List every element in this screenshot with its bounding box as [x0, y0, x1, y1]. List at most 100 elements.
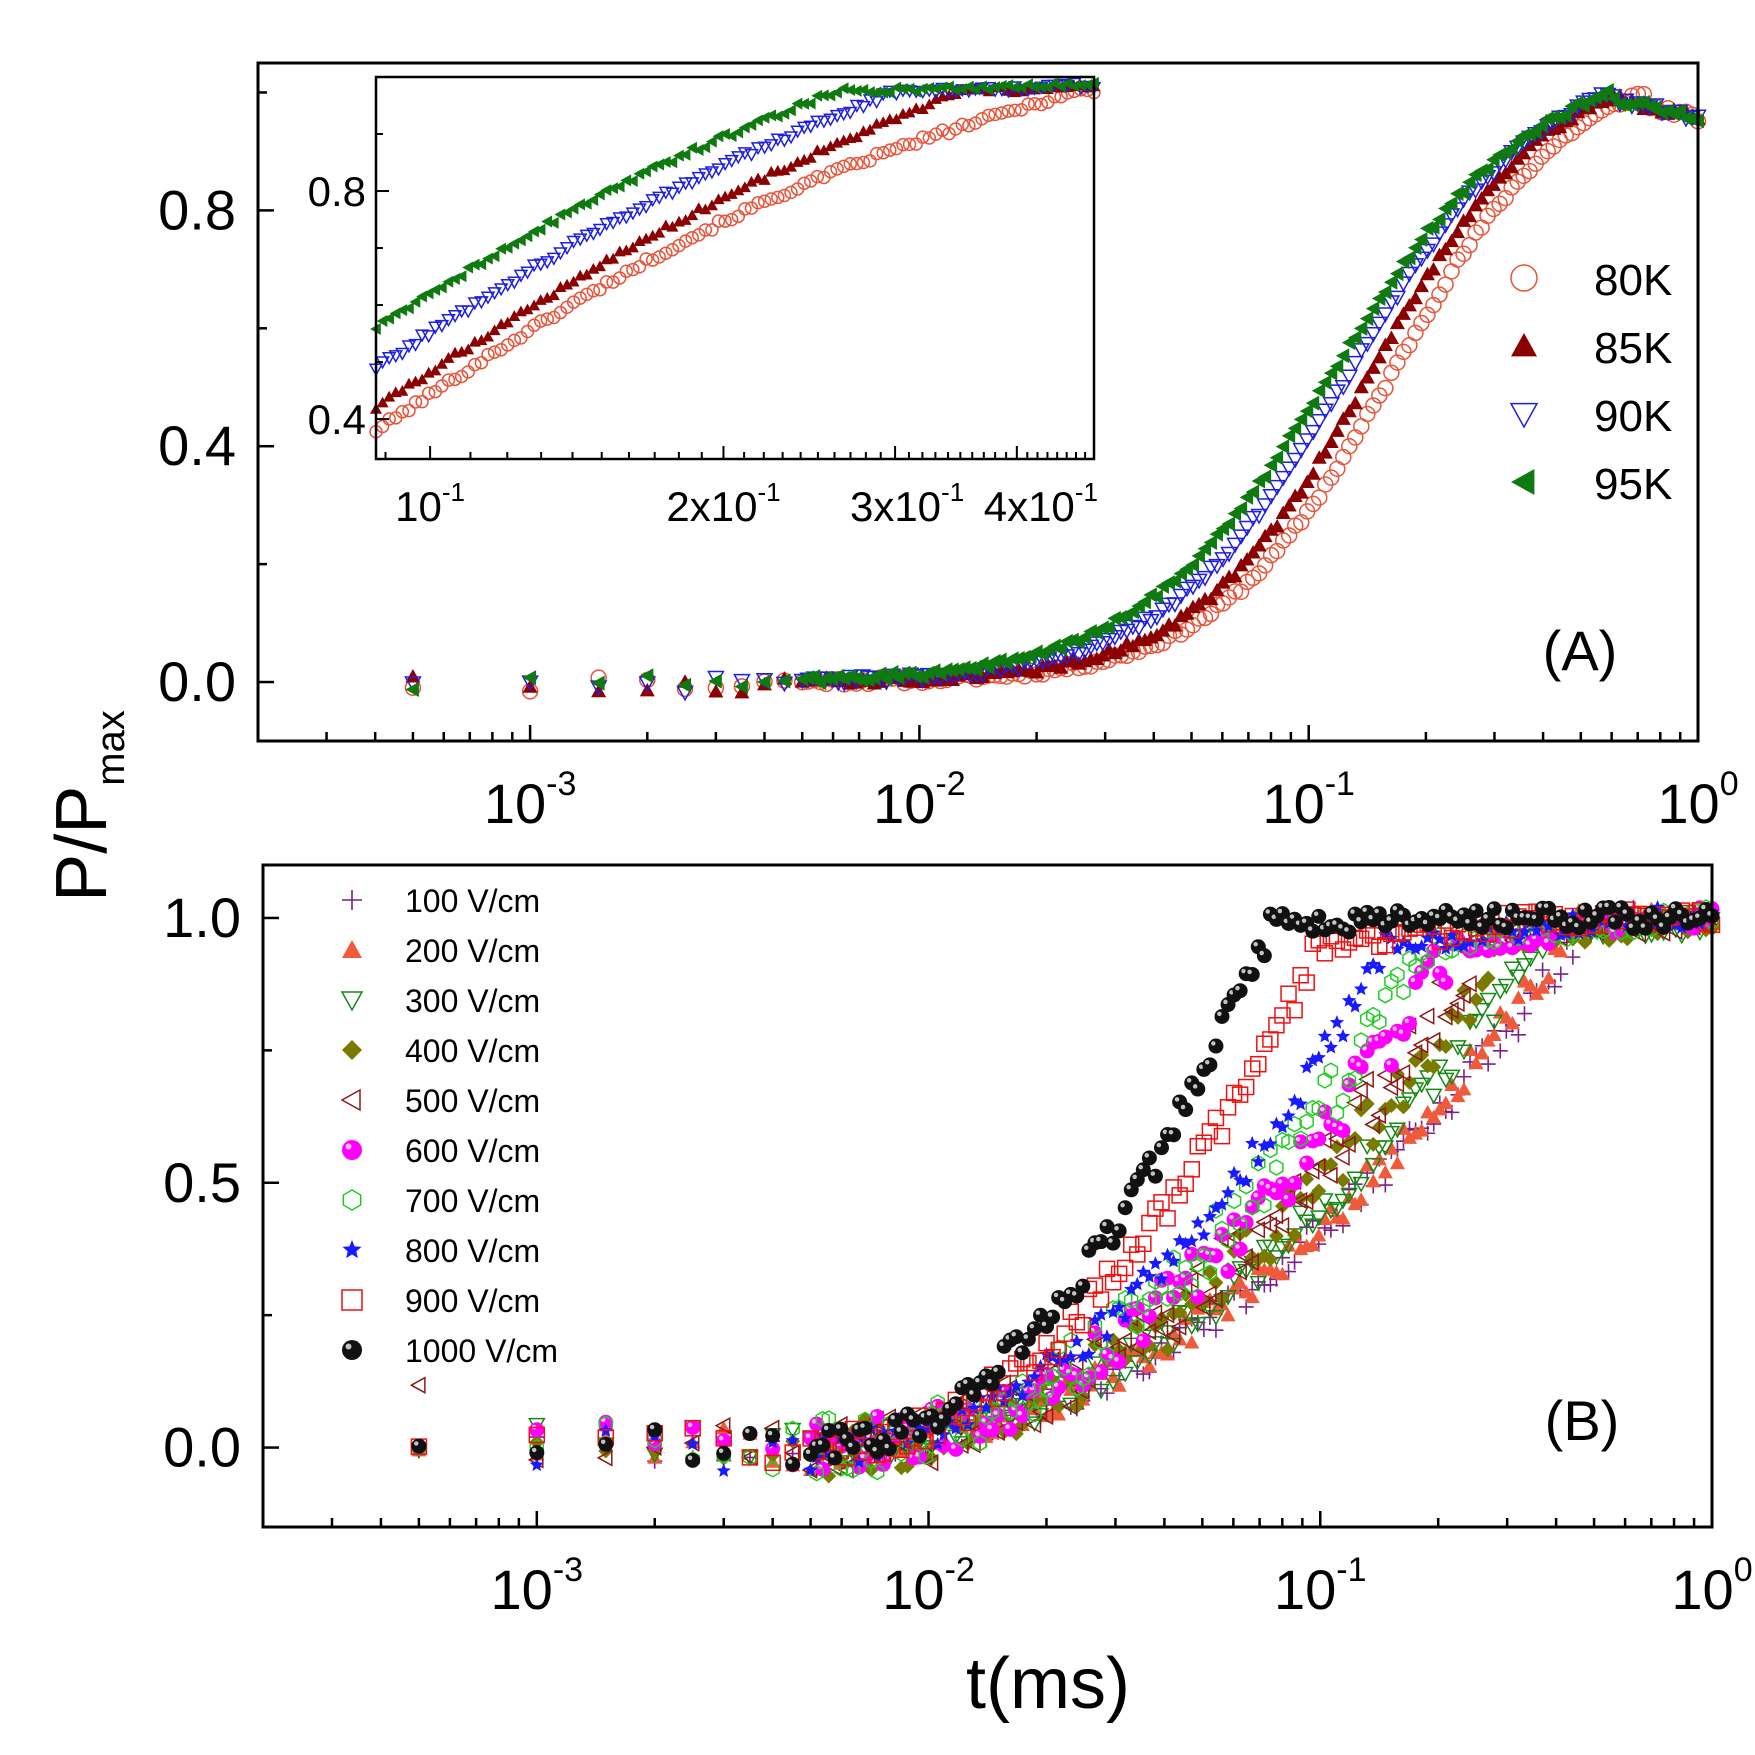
data-point: [1486, 177, 1502, 191]
data-point: [948, 1396, 964, 1412]
data-point: [460, 305, 476, 319]
data-point: [923, 81, 935, 94]
data-point: [1462, 208, 1478, 223]
data-point: [1232, 983, 1248, 999]
legend-marker: [341, 1289, 363, 1311]
data-point: [1449, 251, 1466, 268]
data-point: [1497, 978, 1516, 995]
data-point: [409, 1376, 426, 1394]
inset-data-marks: [368, 76, 1102, 439]
data-point: [593, 260, 606, 272]
data-point: [1069, 1379, 1085, 1397]
data-point: [1299, 403, 1314, 419]
data-point: [1371, 349, 1387, 364]
data-point: [1262, 488, 1280, 505]
data-point: [896, 137, 910, 152]
legend-item-1000-V-cm: 1000 V/cm: [342, 1333, 558, 1369]
data-point: [776, 673, 791, 689]
data-point: [1310, 1210, 1328, 1227]
data-point: [1262, 1251, 1278, 1267]
data-point: [619, 264, 634, 278]
data-point: [646, 160, 658, 173]
data-point: [1238, 520, 1256, 537]
data-point: [1372, 961, 1387, 975]
data-point: [1172, 1233, 1187, 1247]
data-point: [645, 253, 660, 267]
data-point: [924, 1408, 940, 1424]
data-point: [1166, 1253, 1181, 1268]
x-tick-label: 10-2: [882, 1551, 975, 1621]
data-point: [1504, 159, 1520, 174]
data-point: [495, 242, 506, 255]
data-point: [640, 232, 653, 244]
data-point: [923, 98, 936, 110]
data-point: [1141, 1214, 1158, 1232]
data-point: [1257, 469, 1272, 485]
data-point: [1365, 360, 1381, 374]
data-point: [1305, 923, 1321, 939]
data-point: [1414, 1123, 1430, 1137]
data-point: [877, 86, 889, 99]
data-point: [1025, 1416, 1044, 1433]
panel-a-ticks: 10-3 10-2 10-1 100 0.0 0.4 0.8: [158, 91, 1739, 835]
data-point: [1305, 395, 1320, 411]
data-point: [1074, 1316, 1092, 1334]
data-point: [666, 156, 678, 169]
data-point: [1027, 96, 1042, 111]
data-point: [1449, 1040, 1467, 1056]
data-point: [1287, 1254, 1303, 1270]
data-point: [1334, 380, 1353, 396]
panel-b-series-400 V/cm: [411, 909, 1720, 1484]
data-point: [1208, 1248, 1224, 1264]
data-point: [1292, 442, 1310, 459]
data-point: [741, 1450, 759, 1467]
data-point: [945, 662, 959, 678]
data-point: [1075, 1278, 1091, 1294]
data-point: [725, 188, 738, 199]
data-point: [1244, 569, 1262, 587]
data-point: [962, 118, 976, 133]
legend-item-200-V-cm: 200 V/cm: [342, 933, 540, 969]
data-point: [1328, 1201, 1346, 1218]
data-point: [383, 312, 394, 325]
data-point: [1232, 1216, 1248, 1233]
data-point: [572, 233, 588, 247]
data-point: [1154, 602, 1172, 619]
data-point: [1002, 1421, 1018, 1437]
data-point: [527, 318, 541, 332]
data-point: [684, 177, 700, 191]
data-point: [1376, 307, 1395, 324]
data-point: [1280, 527, 1298, 544]
legend-marker: [342, 940, 362, 958]
data-point: [1299, 1155, 1315, 1171]
x-tick-label: 10-1: [1274, 1551, 1367, 1621]
data-point: [1541, 970, 1557, 985]
data-point: [1225, 1228, 1241, 1246]
data-point: [1414, 939, 1429, 953]
data-point: [843, 106, 858, 120]
data-point: [989, 81, 1000, 94]
data-point: [659, 246, 673, 260]
legend-item-85K: 85K: [1511, 324, 1672, 373]
data-point: [896, 82, 908, 95]
data-point: [1317, 1028, 1332, 1043]
data-point: [1436, 218, 1455, 234]
data-point: [1329, 358, 1344, 374]
data-point: [1413, 314, 1430, 332]
data-point: [1371, 938, 1388, 955]
data-point: [1347, 395, 1363, 410]
data-point: [1383, 1057, 1399, 1073]
data-point: [1281, 428, 1296, 444]
data-point: [877, 116, 890, 128]
data-point: [1206, 1290, 1223, 1309]
data-point: [1298, 974, 1315, 991]
data-point: [716, 1433, 732, 1449]
data-point: [1480, 161, 1494, 177]
data-point: [1068, 80, 1080, 93]
data-point: [1329, 1139, 1345, 1155]
data-point: [845, 1461, 861, 1479]
data-point: [1448, 994, 1465, 1013]
data-point: [734, 679, 748, 695]
data-point: [1166, 597, 1184, 613]
data-point: [864, 86, 875, 99]
